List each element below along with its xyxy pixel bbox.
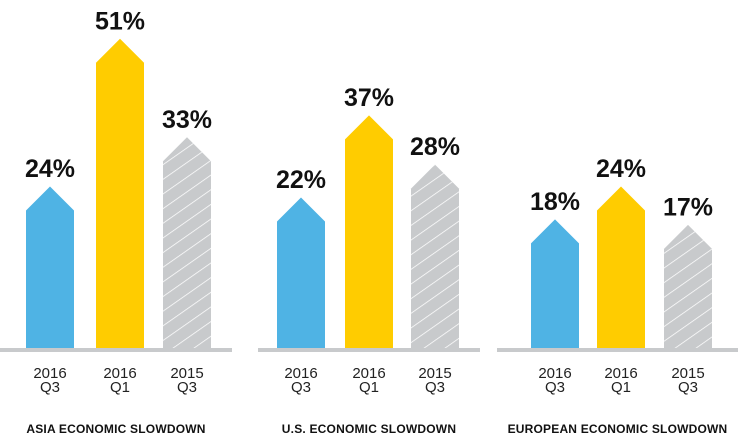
baseline	[497, 348, 738, 352]
x-tick-label: Q1	[110, 379, 130, 396]
bar	[96, 38, 144, 348]
x-tick-label: Q3	[678, 379, 698, 396]
bar	[597, 186, 645, 348]
value-label: 24%	[596, 155, 646, 183]
value-label: 51%	[95, 7, 145, 35]
value-label: 18%	[530, 188, 580, 216]
x-tick-label: 2016	[604, 365, 637, 382]
x-tick-label: Q3	[545, 379, 565, 396]
bar	[345, 115, 393, 348]
baseline	[258, 348, 480, 352]
value-label: 33%	[162, 106, 212, 134]
bar	[277, 197, 325, 348]
x-tick-label: 2016	[103, 365, 136, 382]
chart-title: EUROPEAN ECONOMIC SLOWDOWN	[508, 422, 728, 436]
value-label: 37%	[344, 84, 394, 112]
chart-title: ASIA ECONOMIC SLOWDOWN	[26, 422, 205, 436]
value-label: 28%	[410, 133, 460, 161]
x-tick-label: 2015	[170, 365, 203, 382]
chart-title: U.S. ECONOMIC SLOWDOWN	[282, 422, 456, 436]
value-label: 22%	[276, 166, 326, 194]
x-tick-label: 2016	[352, 365, 385, 382]
value-label: 24%	[25, 155, 75, 183]
x-tick-label: Q1	[611, 379, 631, 396]
x-tick-label: Q3	[291, 379, 311, 396]
x-tick-label: 2015	[671, 365, 704, 382]
x-tick-label: Q1	[359, 379, 379, 396]
bar-hatch	[664, 224, 712, 348]
x-tick-label: Q3	[425, 379, 445, 396]
baseline	[0, 348, 232, 352]
x-tick-label: 2016	[284, 365, 317, 382]
bar	[531, 219, 579, 348]
x-tick-label: Q3	[177, 379, 197, 396]
x-tick-label: 2016	[33, 365, 66, 382]
x-tick-label: 2015	[418, 365, 451, 382]
bar	[26, 186, 74, 348]
x-tick-label: 2016	[538, 365, 571, 382]
x-tick-label: Q3	[40, 379, 60, 396]
bar-hatch	[411, 164, 459, 348]
value-label: 17%	[663, 193, 713, 221]
bar-hatch	[163, 137, 211, 348]
